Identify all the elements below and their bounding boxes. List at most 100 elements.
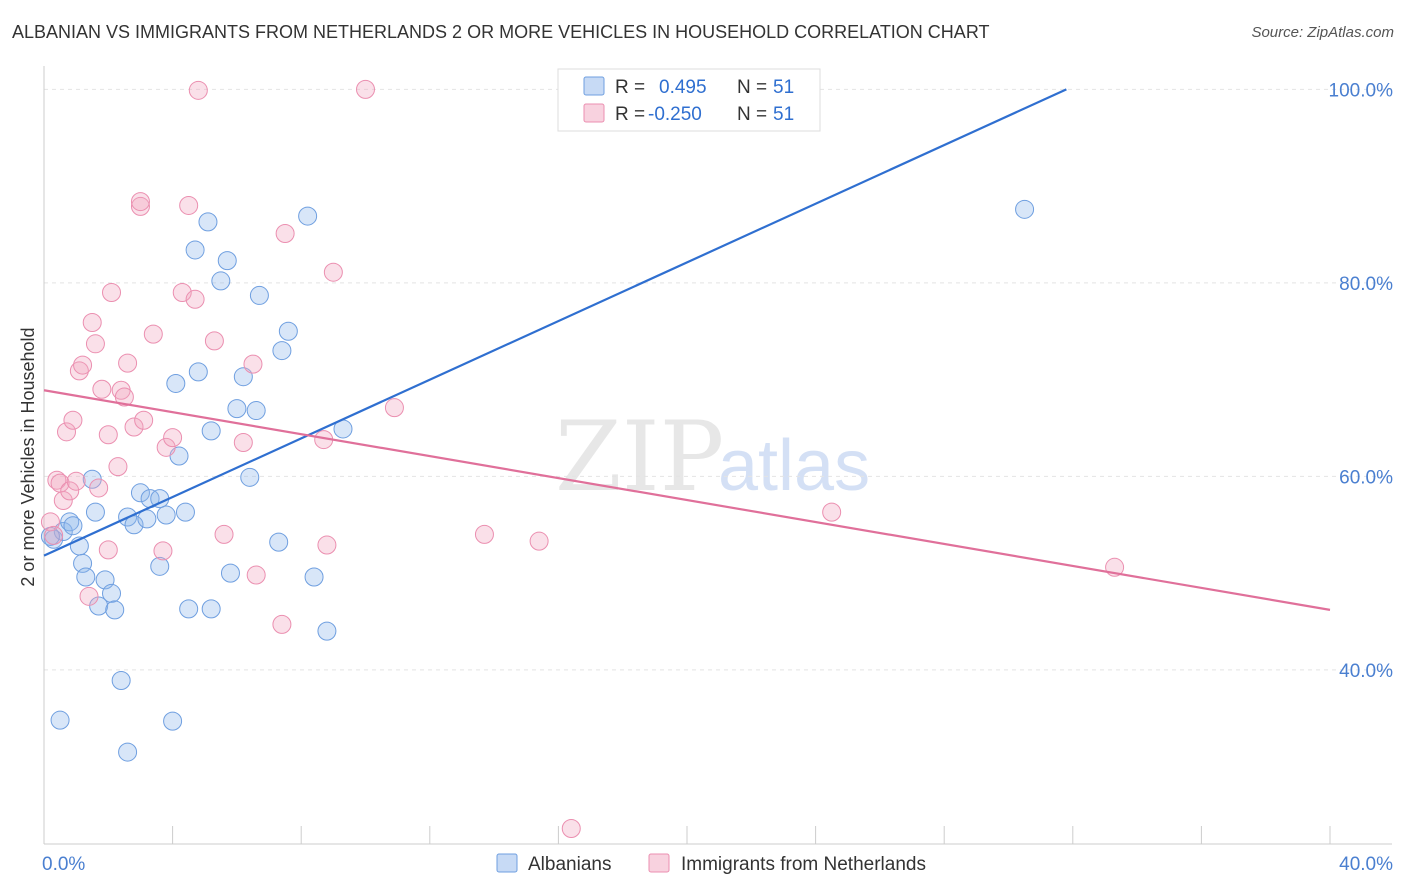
albanians-point [111,670,131,690]
bottom-legend-swatch-netherlands [648,853,670,873]
netherlands-point [124,417,144,437]
netherlands-point [163,428,183,448]
netherlands-point [57,422,77,442]
albanians-point [85,502,105,522]
bottom-legend-label-netherlands: Immigrants from Netherlands [681,854,926,875]
albanians-point [50,710,70,730]
albanians-point [102,583,122,603]
netherlands-point [384,398,404,418]
netherlands-point [233,432,253,452]
albanians-point [130,483,150,503]
albanians-point [246,401,266,421]
netherlands-point [143,324,163,344]
legend-r-value-1: 0.495 [659,77,707,98]
tick-labels: 100.0% 80.0% 60.0% 40.0% 0.0% 40.0% [42,80,1393,875]
netherlands-point [246,565,266,585]
correlation-legend: R = 0.495 N = 51 R = -0.250 N = 51 [557,68,821,132]
albanians-trend-line [43,88,1067,557]
netherlands-point [185,289,205,309]
albanians-point [53,521,73,541]
albanians-point [118,742,138,762]
y-tick-label: 100.0% [1329,80,1394,101]
albanians-point [304,567,324,587]
legend-n-label-1: N = [737,77,767,98]
source-label: Source: ZipAtlas.com [1251,24,1394,41]
albanians-point [166,373,186,393]
netherlands-point [153,541,173,561]
chart-title: ALBANIAN VS IMMIGRANTS FROM NETHERLANDS … [12,22,990,42]
albanians-point [188,362,208,382]
netherlands-point [130,196,150,216]
netherlands-point [98,540,118,560]
netherlands-point [73,355,93,375]
y-axis-label: 2 or more Vehicles in Household [18,327,38,586]
netherlands-point [529,531,549,551]
netherlands-trend-line [43,389,1331,611]
y-tick-label: 60.0% [1339,467,1393,488]
netherlands-point [69,361,89,381]
albanians-point [269,532,289,552]
netherlands-point [44,525,64,545]
legend-r-value-2: -0.250 [648,104,702,125]
albanians-point [201,599,221,619]
netherlands-point [47,470,67,490]
albanians-point [163,711,183,731]
albanians-point [233,367,253,387]
data-points [40,79,1125,839]
legend-n-label-2: N = [737,104,767,125]
netherlands-point [317,535,337,555]
axes [43,66,1392,845]
legend-swatch-albanians [583,76,605,96]
netherlands-point [82,313,102,333]
albanians-point [76,567,96,587]
albanians-point [211,271,231,291]
albanians-point [185,240,205,260]
albanians-point [272,341,292,361]
y-tick-label: 80.0% [1339,274,1393,295]
albanians-point [175,502,195,522]
watermark-atlas: atlas [718,426,870,506]
albanians-point [63,516,83,536]
y-tick-label: 40.0% [1339,661,1393,682]
netherlands-point [356,79,375,99]
netherlands-point [85,334,105,354]
netherlands-point [204,331,224,351]
bottom-legend-swatch-albanians [496,853,518,873]
albanians-point [317,621,337,641]
netherlands-point [134,410,154,430]
netherlands-point [92,379,112,399]
albanians-point [298,206,318,226]
netherlands-point [156,437,176,457]
legend-n-value-2: 51 [773,104,794,125]
albanians-point [105,600,125,620]
albanians-point [198,212,218,232]
netherlands-point [53,491,73,511]
legend-n-value-1: 51 [773,77,794,98]
netherlands-point [561,819,581,839]
netherlands-point [188,80,208,100]
netherlands-point [66,471,86,491]
x-tick-label: 0.0% [42,854,85,875]
netherlands-point [89,478,109,498]
netherlands-point [214,524,234,544]
albanians-point [1015,199,1035,219]
legend-r-label-1: R = [615,77,645,98]
albanians-point [249,285,269,305]
netherlands-point [102,283,122,303]
netherlands-point [272,614,292,634]
watermark-zip: ZIP [555,401,724,513]
albanians-point [227,399,247,419]
netherlands-point [323,262,343,282]
albanians-point [89,596,109,616]
legend-r-label-2: R = [615,104,645,125]
legend-swatch-netherlands [583,103,605,123]
albanians-point [201,421,221,441]
albanians-point [278,321,298,341]
netherlands-point [118,353,138,373]
netherlands-point [114,387,134,407]
netherlands-point [79,586,99,606]
x-tick-label: 40.0% [1339,854,1393,875]
netherlands-point [474,524,494,544]
albanians-point [240,467,260,487]
netherlands-point [63,410,83,430]
